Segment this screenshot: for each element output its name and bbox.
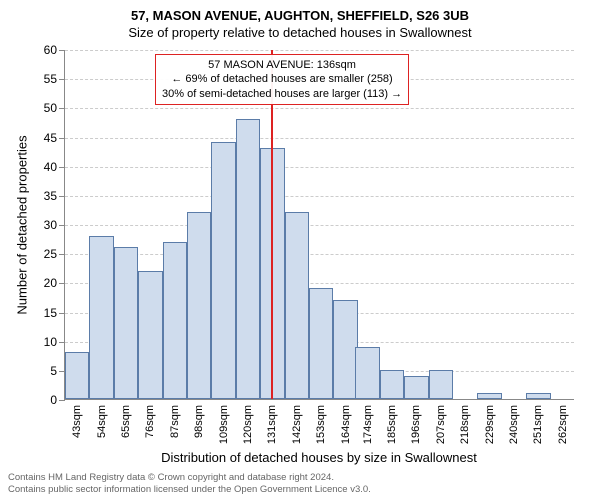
y-tick-label: 40 — [44, 160, 65, 174]
y-tick-label: 35 — [44, 189, 65, 203]
gridline — [65, 225, 574, 226]
x-tick-label: 218sqm — [459, 405, 471, 444]
x-tick-label: 98sqm — [193, 405, 205, 438]
histogram-bar — [163, 242, 187, 400]
annotation-line-1: 57 MASON AVENUE: 136sqm — [162, 58, 402, 72]
x-tick-label: 164sqm — [340, 405, 352, 444]
x-tick-label: 87sqm — [169, 405, 181, 438]
gridline — [65, 167, 574, 168]
gridline — [65, 50, 574, 51]
annotation-box: 57 MASON AVENUE: 136sqm← 69% of detached… — [155, 54, 409, 105]
x-tick-label: 174sqm — [362, 405, 374, 444]
footer-line-1: Contains HM Land Registry data © Crown c… — [8, 472, 371, 484]
y-axis-title-wrap: Number of detached properties — [14, 50, 30, 400]
y-tick-label: 10 — [44, 335, 65, 349]
y-tick-label: 55 — [44, 72, 65, 86]
x-tick-label: 262sqm — [557, 405, 569, 444]
x-tick-label: 196sqm — [410, 405, 422, 444]
x-tick-label: 120sqm — [242, 405, 254, 444]
gridline — [65, 108, 574, 109]
annotation-line-2: ← 69% of detached houses are smaller (25… — [162, 72, 402, 86]
x-axis-title: Distribution of detached houses by size … — [64, 450, 574, 465]
histogram-bar — [65, 352, 89, 399]
x-tick-label: 207sqm — [435, 405, 447, 444]
plot-area: 05101520253035404550556043sqm54sqm65sqm7… — [64, 50, 574, 400]
footer-line-2: Contains public sector information licen… — [8, 484, 371, 496]
chart-title: 57, MASON AVENUE, AUGHTON, SHEFFIELD, S2… — [0, 0, 600, 25]
histogram-bar — [429, 370, 453, 399]
histogram-bar — [355, 347, 379, 400]
histogram-bar — [138, 271, 162, 399]
histogram-bar — [236, 119, 260, 399]
annotation-line-3: 30% of semi-detached houses are larger (… — [162, 87, 402, 101]
histogram-bar — [477, 393, 501, 399]
gridline — [65, 196, 574, 197]
y-tick-label: 20 — [44, 276, 65, 290]
histogram-bar — [380, 370, 404, 399]
y-tick-label: 15 — [44, 306, 65, 320]
x-tick-label: 109sqm — [218, 405, 230, 444]
y-tick-label: 45 — [44, 131, 65, 145]
chart-container: 57, MASON AVENUE, AUGHTON, SHEFFIELD, S2… — [0, 0, 600, 500]
y-tick-label: 60 — [44, 43, 65, 57]
x-tick-label: 153sqm — [315, 405, 327, 444]
y-tick-label: 5 — [50, 364, 65, 378]
histogram-bar — [333, 300, 357, 399]
y-tick-label: 50 — [44, 101, 65, 115]
gridline — [65, 138, 574, 139]
x-tick-label: 251sqm — [532, 405, 544, 444]
histogram-bar — [404, 376, 428, 399]
histogram-bar — [211, 142, 235, 399]
y-tick-label: 0 — [50, 393, 65, 407]
x-tick-label: 65sqm — [120, 405, 132, 438]
histogram-bar — [187, 212, 211, 399]
histogram-bar — [309, 288, 333, 399]
y-tick-label: 30 — [44, 218, 65, 232]
x-tick-label: 142sqm — [291, 405, 303, 444]
y-tick-label: 25 — [44, 247, 65, 261]
x-tick-label: 43sqm — [71, 405, 83, 438]
footer: Contains HM Land Registry data © Crown c… — [8, 472, 371, 496]
y-axis-title: Number of detached properties — [15, 135, 30, 314]
histogram-bar — [89, 236, 113, 399]
x-tick-label: 76sqm — [144, 405, 156, 438]
x-tick-label: 185sqm — [386, 405, 398, 444]
x-tick-label: 240sqm — [508, 405, 520, 444]
x-tick-label: 229sqm — [484, 405, 496, 444]
gridline — [65, 254, 574, 255]
histogram-bar — [114, 247, 138, 399]
histogram-bar — [526, 393, 550, 399]
chart-subtitle: Size of property relative to detached ho… — [0, 25, 600, 42]
histogram-bar — [285, 212, 309, 399]
x-tick-label: 131sqm — [266, 405, 278, 444]
x-tick-label: 54sqm — [96, 405, 108, 438]
chart-area: 05101520253035404550556043sqm54sqm65sqm7… — [64, 50, 574, 400]
